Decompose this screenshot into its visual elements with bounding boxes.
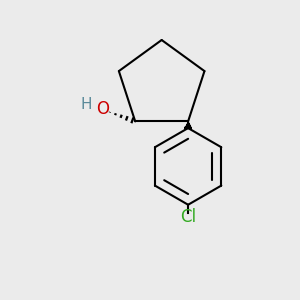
Text: O: O	[96, 100, 109, 118]
Text: Cl: Cl	[180, 208, 196, 226]
Text: H: H	[80, 97, 92, 112]
